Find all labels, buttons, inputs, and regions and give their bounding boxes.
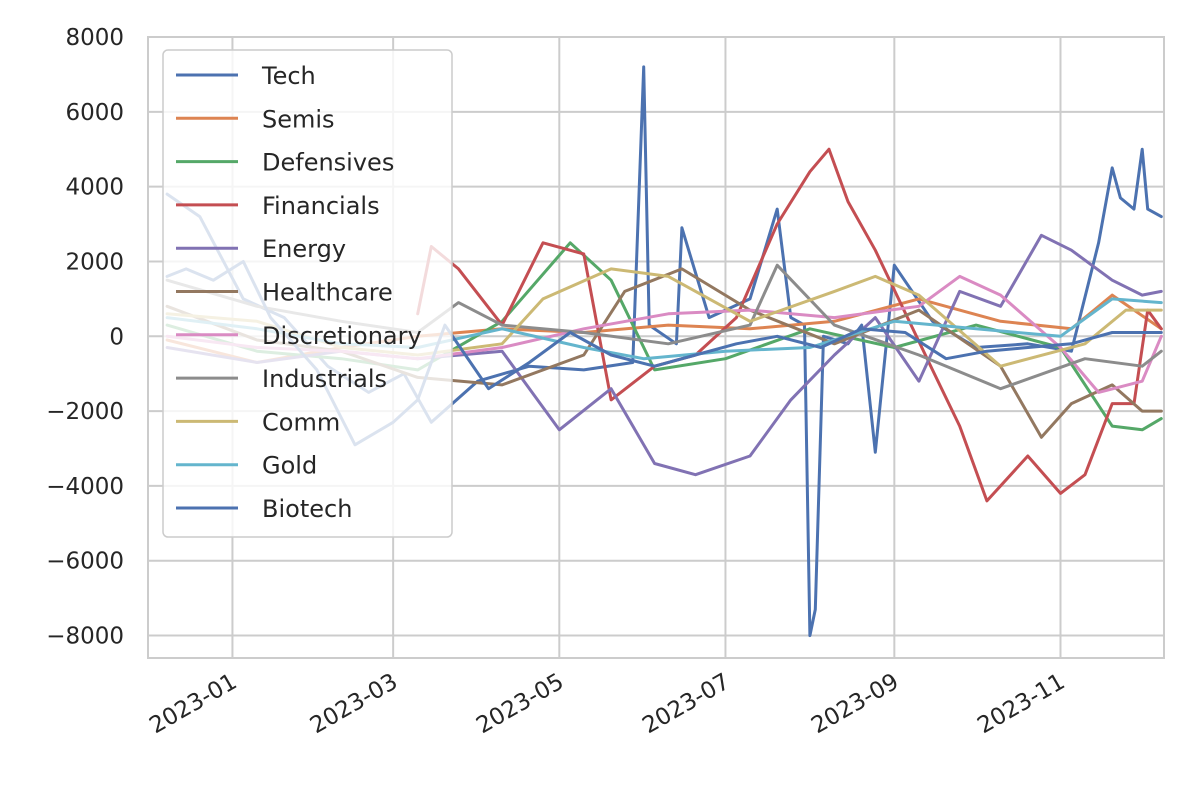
legend-label-semis: Semis [262, 105, 335, 133]
legend-box [162, 49, 453, 538]
legend-label-financials: Financials [262, 192, 380, 220]
legend-label-energy: Energy [262, 235, 346, 263]
legend-label-comm: Comm [262, 408, 340, 436]
legend-label-healthcare: Healthcare [262, 279, 393, 307]
series-line-financials [416, 147, 1163, 503]
y-tick-label: 2000 [65, 249, 124, 275]
legend-label-discretionary: Discretionary [262, 322, 422, 350]
legend-label-defensives: Defensives [262, 149, 394, 177]
y-tick-label: −8000 [46, 624, 124, 650]
y-tick-label: 6000 [65, 100, 124, 126]
y-tick-label: 4000 [65, 175, 124, 201]
y-tick-label: −4000 [46, 474, 124, 500]
legend-label-biotech: Biotech [262, 495, 352, 523]
y-tick-label: 0 [109, 324, 124, 350]
y-tick-label: −2000 [46, 399, 124, 425]
legend-label-industrials: Industrials [262, 365, 387, 393]
legend-label-tech: Tech [261, 62, 316, 90]
legend-label-gold: Gold [262, 452, 317, 480]
y-tick-label: −6000 [46, 549, 124, 575]
plot-frame [147, 36, 1165, 659]
y-tick-label: 8000 [65, 25, 124, 51]
legend: Tech Semis Defensives Financials Energy Healt… [162, 49, 453, 538]
